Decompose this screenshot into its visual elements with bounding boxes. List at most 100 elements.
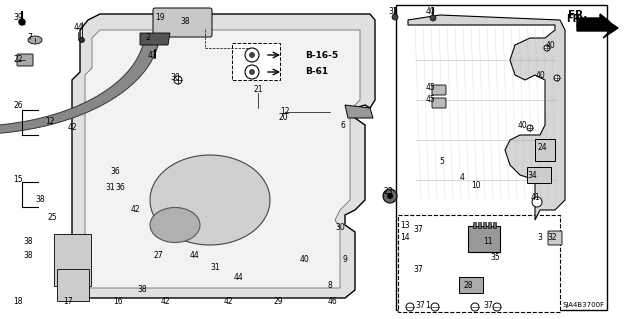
Text: 30: 30: [335, 224, 345, 233]
Text: 40: 40: [535, 70, 545, 79]
FancyBboxPatch shape: [17, 54, 33, 66]
Circle shape: [19, 19, 25, 25]
Circle shape: [406, 303, 414, 311]
Text: 39: 39: [13, 13, 23, 23]
Polygon shape: [408, 15, 565, 220]
Text: 26: 26: [13, 100, 23, 109]
Text: 4: 4: [460, 174, 465, 182]
Circle shape: [471, 303, 479, 311]
Circle shape: [532, 197, 542, 207]
Text: B-16-5: B-16-5: [305, 50, 338, 60]
Text: 44: 44: [233, 273, 243, 283]
Circle shape: [544, 45, 550, 51]
Circle shape: [430, 15, 436, 21]
Text: 46: 46: [327, 298, 337, 307]
Text: FR.: FR.: [566, 14, 584, 24]
Text: 20: 20: [278, 114, 288, 122]
Text: 36: 36: [110, 167, 120, 176]
Polygon shape: [85, 30, 360, 288]
Text: 38: 38: [35, 196, 45, 204]
Text: 45: 45: [425, 84, 435, 93]
Text: 31: 31: [210, 263, 220, 272]
Circle shape: [493, 303, 501, 311]
Polygon shape: [140, 33, 170, 45]
Text: 27: 27: [153, 250, 163, 259]
Text: 11: 11: [483, 238, 493, 247]
Text: 30: 30: [170, 73, 180, 83]
Text: 25: 25: [47, 213, 57, 222]
Bar: [483, 222, 486, 228]
Text: 6: 6: [340, 122, 346, 130]
FancyBboxPatch shape: [459, 277, 483, 293]
Text: 12: 12: [45, 117, 55, 127]
Text: 5: 5: [440, 158, 444, 167]
Text: 44: 44: [73, 24, 83, 33]
Text: 23: 23: [383, 188, 393, 197]
Text: 45: 45: [425, 95, 435, 105]
Text: 37: 37: [415, 300, 425, 309]
Text: 42: 42: [130, 205, 140, 214]
Ellipse shape: [150, 207, 200, 242]
FancyBboxPatch shape: [548, 231, 562, 245]
Text: 21: 21: [253, 85, 263, 94]
Text: 2: 2: [146, 33, 150, 42]
FancyBboxPatch shape: [535, 139, 555, 161]
Text: 38: 38: [137, 286, 147, 294]
Text: 44: 44: [190, 250, 200, 259]
Bar: [232, 43, 280, 80]
Circle shape: [249, 69, 255, 75]
Polygon shape: [62, 14, 375, 298]
Circle shape: [554, 75, 560, 81]
Circle shape: [79, 38, 84, 42]
Circle shape: [392, 14, 398, 20]
Text: 38: 38: [23, 250, 33, 259]
Circle shape: [245, 65, 259, 79]
Ellipse shape: [28, 36, 42, 44]
Text: 9: 9: [342, 256, 348, 264]
Circle shape: [527, 125, 533, 131]
Text: 32: 32: [547, 234, 557, 242]
Bar: [488, 222, 491, 228]
Bar: [398, 215, 560, 312]
Circle shape: [245, 48, 259, 62]
Text: 8: 8: [328, 280, 332, 290]
Text: 40: 40: [517, 121, 527, 130]
Text: B-61: B-61: [305, 68, 328, 77]
Text: 18: 18: [13, 298, 23, 307]
Text: 37: 37: [413, 226, 423, 234]
Text: 1: 1: [426, 300, 430, 309]
FancyBboxPatch shape: [432, 85, 446, 95]
Bar: [478, 222, 481, 228]
Text: 42: 42: [160, 298, 170, 307]
Polygon shape: [577, 18, 618, 38]
FancyBboxPatch shape: [54, 234, 91, 286]
FancyBboxPatch shape: [153, 8, 212, 37]
Polygon shape: [345, 105, 373, 118]
Circle shape: [383, 189, 397, 203]
Text: 19: 19: [155, 13, 165, 23]
Text: 16: 16: [113, 298, 123, 307]
Text: 33: 33: [388, 8, 398, 17]
Polygon shape: [577, 14, 610, 30]
Text: 22: 22: [13, 56, 23, 64]
Text: 42: 42: [223, 298, 233, 307]
Circle shape: [431, 303, 439, 311]
Text: SJA4B3700F: SJA4B3700F: [563, 302, 605, 308]
Circle shape: [174, 76, 182, 84]
Text: 12: 12: [280, 108, 290, 116]
Text: 14: 14: [400, 233, 410, 241]
Text: 29: 29: [273, 298, 283, 307]
Text: 41: 41: [530, 194, 540, 203]
Bar: [396, 5, 607, 310]
Text: 3: 3: [538, 234, 543, 242]
Polygon shape: [0, 35, 160, 135]
Bar: [493, 222, 496, 228]
Text: 37: 37: [483, 300, 493, 309]
Text: 36: 36: [115, 183, 125, 192]
Ellipse shape: [150, 155, 270, 245]
Circle shape: [387, 193, 393, 199]
Circle shape: [249, 52, 255, 58]
Text: 24: 24: [537, 144, 547, 152]
Text: 42: 42: [67, 123, 77, 132]
Text: 7: 7: [28, 33, 33, 42]
